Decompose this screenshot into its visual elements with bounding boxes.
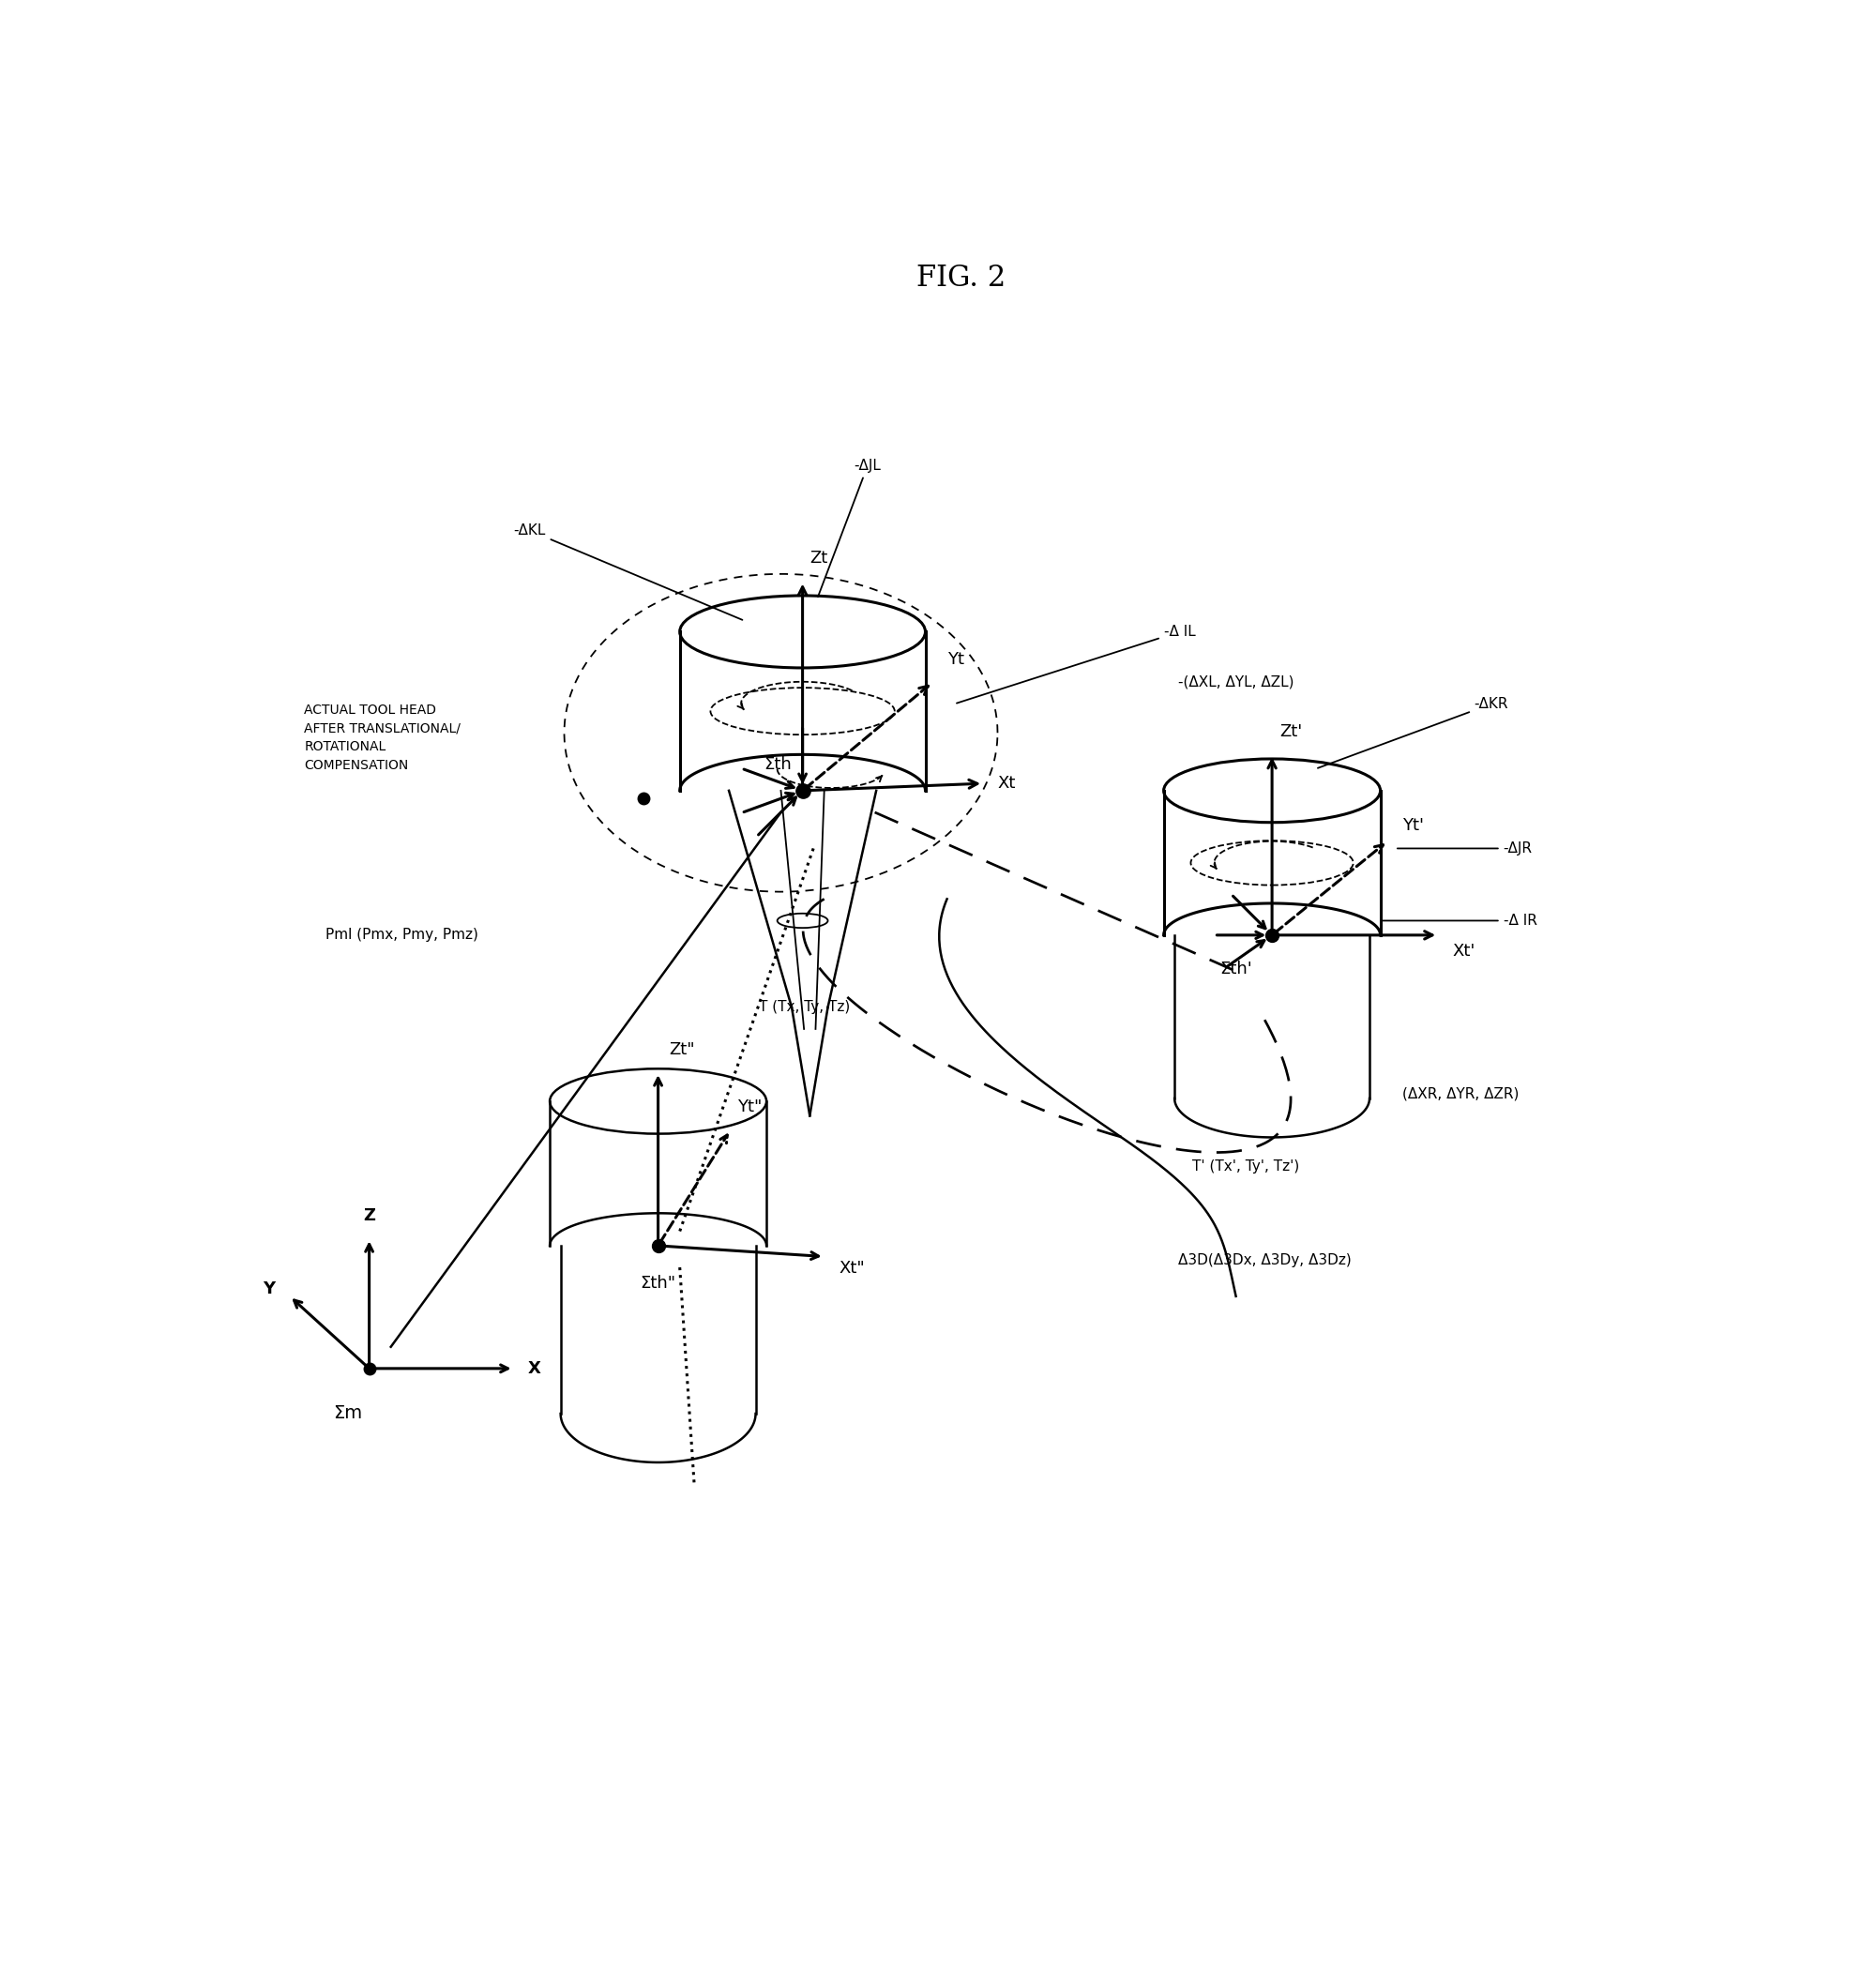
Text: -ΔJL: -ΔJL — [818, 458, 882, 597]
Text: Z: Z — [364, 1206, 375, 1224]
Text: -ΔKL: -ΔKL — [514, 524, 743, 619]
Text: -(ΔXL, ΔYL, ΔZL): -(ΔXL, ΔYL, ΔZL) — [1178, 675, 1294, 688]
Text: Zt": Zt" — [670, 1042, 694, 1057]
Text: Xt": Xt" — [839, 1260, 865, 1278]
Text: Δ3D(Δ3Dx, Δ3Dy, Δ3Dz): Δ3D(Δ3Dx, Δ3Dy, Δ3Dz) — [1178, 1254, 1351, 1268]
Text: -Δ IR: -Δ IR — [1383, 913, 1536, 929]
Text: (ΔXR, ΔYR, ΔZR): (ΔXR, ΔYR, ΔZR) — [1401, 1087, 1520, 1101]
Text: Y: Y — [263, 1280, 276, 1298]
Text: Σm: Σm — [332, 1405, 362, 1423]
Text: -Δ IL: -Δ IL — [957, 625, 1195, 702]
Text: ACTUAL TOOL HEAD
AFTER TRANSLATIONAL/
ROTATIONAL
COMPENSATION: ACTUAL TOOL HEAD AFTER TRANSLATIONAL/ RO… — [304, 704, 461, 772]
Text: Zt: Zt — [810, 550, 827, 567]
Text: Yt: Yt — [947, 651, 964, 669]
Text: Xt: Xt — [998, 776, 1015, 792]
Text: Yt': Yt' — [1401, 817, 1424, 833]
Text: FIG. 2: FIG. 2 — [917, 264, 1006, 292]
Text: Pml (Pmx, Pmy, Pmz): Pml (Pmx, Pmy, Pmz) — [326, 929, 478, 942]
Text: Yt": Yt" — [737, 1099, 762, 1115]
Text: T' (Tx', Ty', Tz'): T' (Tx', Ty', Tz') — [1193, 1159, 1300, 1173]
Text: T (Tx, Ty, Tz): T (Tx, Ty, Tz) — [760, 1000, 850, 1014]
Text: Σth: Σth — [764, 756, 792, 772]
Text: Σth": Σth" — [640, 1274, 675, 1292]
Text: -ΔJR: -ΔJR — [1398, 841, 1533, 855]
Text: Xt': Xt' — [1452, 942, 1475, 958]
Text: -ΔKR: -ΔKR — [1317, 696, 1508, 768]
Text: Σth': Σth' — [1219, 960, 1251, 978]
Text: Zt': Zt' — [1279, 724, 1302, 740]
Text: X: X — [529, 1361, 540, 1377]
